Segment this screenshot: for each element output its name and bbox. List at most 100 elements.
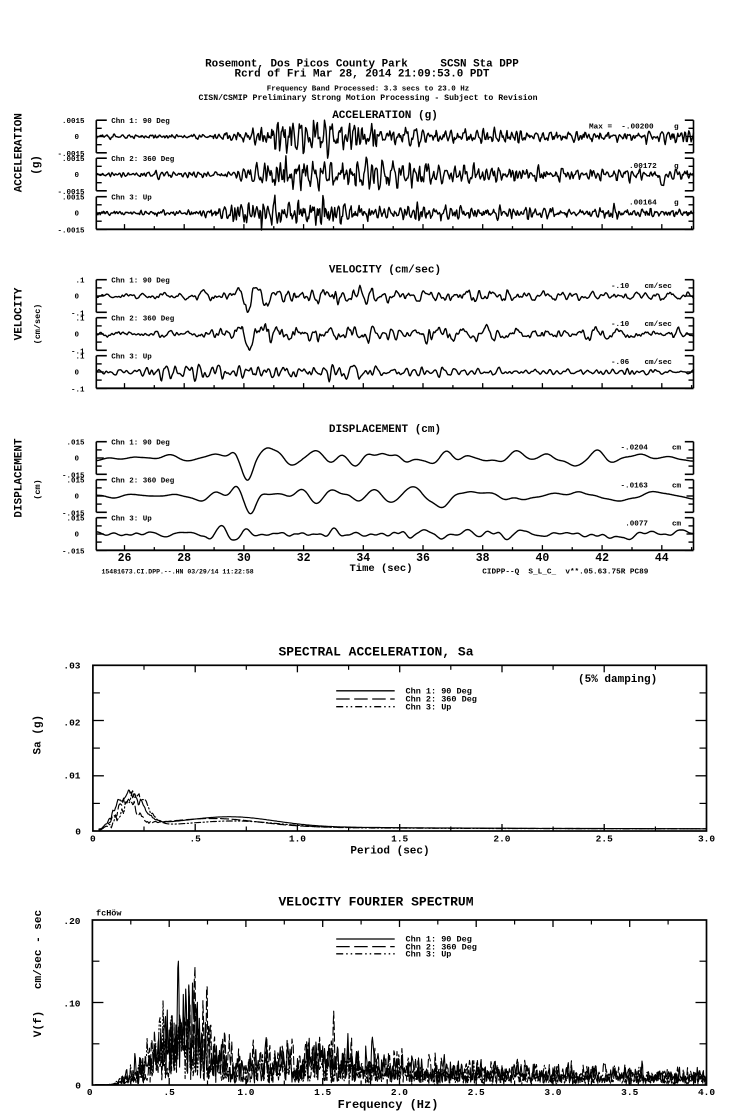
svg-text:.5: .5 <box>189 834 201 845</box>
svg-text:Chn 3: Up: Chn 3: Up <box>111 516 152 524</box>
svg-text:4.0: 4.0 <box>698 1087 715 1098</box>
svg-text:cm: cm <box>672 521 682 529</box>
svg-text:0: 0 <box>74 172 79 180</box>
svg-text:30: 30 <box>237 552 251 565</box>
svg-text:g: g <box>674 200 679 208</box>
svg-text:0: 0 <box>87 1087 93 1098</box>
svg-text:1.0: 1.0 <box>289 834 306 845</box>
svg-text:DISPLACEMENT (cm): DISPLACEMENT (cm) <box>329 424 441 436</box>
svg-text:Chn 1: 90 Deg: Chn 1: 90 Deg <box>111 118 170 126</box>
svg-text:0: 0 <box>74 370 79 378</box>
svg-text:Chn 2: 360 Deg: Chn 2: 360 Deg <box>111 478 175 486</box>
svg-text:VELOCITY (cm/sec): VELOCITY (cm/sec) <box>329 265 441 277</box>
svg-text:Frequency (Hz): Frequency (Hz) <box>338 1098 439 1112</box>
svg-text:2.0: 2.0 <box>493 834 510 845</box>
svg-text:-.0015: -.0015 <box>57 189 85 197</box>
svg-text:cm: cm <box>672 445 682 453</box>
svg-text:-.0015: -.0015 <box>57 227 85 235</box>
svg-text:.5: .5 <box>163 1087 175 1098</box>
svg-text:(g): (g) <box>31 155 43 175</box>
svg-text:0: 0 <box>74 494 79 502</box>
svg-text:-.015: -.015 <box>62 510 85 518</box>
svg-text:(5% damping): (5% damping) <box>578 674 657 686</box>
svg-text:-.06: -.06 <box>611 359 630 367</box>
svg-text:3.5: 3.5 <box>621 1087 638 1098</box>
svg-text:ACCELERATION (g): ACCELERATION (g) <box>332 110 438 122</box>
svg-text:Rcrd of Fri Mar 28, 2014 21:09: Rcrd of Fri Mar 28, 2014 21:09:53.0 PDT <box>235 69 490 81</box>
svg-text:0: 0 <box>75 1081 81 1092</box>
svg-text:CISN/CSMIP Preliminary Strong: CISN/CSMIP Preliminary Strong Motion Pro… <box>198 93 537 103</box>
svg-text:DISPLACEMENT: DISPLACEMENT <box>14 438 26 518</box>
svg-text:1.0: 1.0 <box>237 1087 254 1098</box>
svg-text:Period (sec): Period (sec) <box>350 846 429 858</box>
svg-text:.0015: .0015 <box>62 118 85 126</box>
svg-text:.20: .20 <box>63 916 80 927</box>
svg-text:cm/sec - sec: cm/sec - sec <box>33 910 45 989</box>
svg-text:VELOCITY: VELOCITY <box>14 287 26 340</box>
svg-text:3.0: 3.0 <box>544 1087 561 1098</box>
svg-text:ACCELERATION: ACCELERATION <box>14 113 26 192</box>
svg-text:cm/sec: cm/sec <box>645 283 673 291</box>
svg-text:-.1: -.1 <box>71 348 85 356</box>
svg-text:0: 0 <box>74 532 79 540</box>
svg-text:VELOCITY FOURIER SPECTRUM: VELOCITY FOURIER SPECTRUM <box>278 895 473 910</box>
svg-text:-.1: -.1 <box>71 386 85 394</box>
svg-text:fcHöw: fcHöw <box>96 909 122 919</box>
svg-text:CIDPP--Q S_L_C_ v**.05.63.75: CIDPP--Q S_L_C_ v**.05.63.75R PC89 <box>482 569 648 577</box>
svg-text:.03: .03 <box>63 660 80 671</box>
svg-text:(cm): (cm) <box>33 479 43 499</box>
svg-text:Rosemont, Dos Picos County Par: Rosemont, Dos Picos County Park SCSN Sta… <box>205 59 519 71</box>
svg-text:SPECTRAL ACCELERATION, Sa: SPECTRAL ACCELERATION, Sa <box>278 645 473 660</box>
svg-text:.1: .1 <box>75 354 85 362</box>
svg-text:26: 26 <box>118 552 132 565</box>
svg-text:0: 0 <box>90 834 96 845</box>
svg-text:Sa (g): Sa (g) <box>33 715 45 755</box>
svg-text:.00172: .00172 <box>629 163 657 171</box>
svg-text:Frequency Band Processed: 3.3: Frequency Band Processed: 3.3 secs to 23… <box>267 85 470 93</box>
svg-text:2.0: 2.0 <box>391 1087 408 1098</box>
svg-text:2.5: 2.5 <box>596 834 613 845</box>
svg-text:0: 0 <box>74 456 79 464</box>
svg-text:-.0204: -.0204 <box>621 445 649 453</box>
svg-text:-.015: -.015 <box>62 472 85 480</box>
svg-text:15481673.CI.DPP.--.HN 03/29/14: 15481673.CI.DPP.--.HN 03/29/14 11:22:58 <box>102 569 254 576</box>
svg-text:-.0015: -.0015 <box>57 151 85 159</box>
svg-text:Time (sec): Time (sec) <box>349 563 412 575</box>
svg-text:34: 34 <box>356 552 370 565</box>
svg-text:1.5: 1.5 <box>391 834 408 845</box>
svg-text:3.0: 3.0 <box>698 834 715 845</box>
svg-text:1.5: 1.5 <box>314 1087 331 1098</box>
svg-text:.1: .1 <box>75 278 85 286</box>
svg-text:.02: .02 <box>63 717 80 728</box>
svg-text:Chn 2: 360 Deg: Chn 2: 360 Deg <box>111 156 175 164</box>
svg-text:-.10: -.10 <box>611 321 630 329</box>
svg-text:cm: cm <box>672 483 682 491</box>
svg-text:.0015: .0015 <box>62 195 85 203</box>
svg-text:Chn 2: 360 Deg: Chn 2: 360 Deg <box>406 695 477 705</box>
svg-text:0: 0 <box>74 211 79 219</box>
svg-text:Chn 3: Up: Chn 3: Up <box>111 195 152 203</box>
svg-text:Max = -.00200: Max = -.00200 <box>589 124 654 132</box>
svg-text:.10: .10 <box>63 999 80 1010</box>
svg-text:28: 28 <box>177 552 191 565</box>
svg-text:Chn 3: Up: Chn 3: Up <box>406 950 452 960</box>
svg-text:cm/sec: cm/sec <box>645 321 673 329</box>
svg-text:Chn 3: Up: Chn 3: Up <box>406 702 452 712</box>
svg-text:.00164: .00164 <box>629 200 657 208</box>
svg-text:0: 0 <box>75 827 81 838</box>
svg-text:42: 42 <box>595 552 609 565</box>
svg-text:-.015: -.015 <box>62 548 85 556</box>
svg-text:.0015: .0015 <box>62 156 85 164</box>
svg-text:-.0163: -.0163 <box>621 483 649 491</box>
svg-text:0: 0 <box>74 294 79 302</box>
svg-text:Chn 1: 90 Deg: Chn 1: 90 Deg <box>406 935 472 945</box>
svg-text:Chn 2: 360 Deg: Chn 2: 360 Deg <box>111 316 175 324</box>
svg-text:Chn 2: 360 Deg: Chn 2: 360 Deg <box>406 942 477 952</box>
svg-text:Chn 1: 90 Deg: Chn 1: 90 Deg <box>111 440 170 448</box>
svg-text:44: 44 <box>655 552 669 565</box>
svg-text:V(f): V(f) <box>33 1011 45 1037</box>
svg-text:.015: .015 <box>66 440 85 448</box>
svg-text:0: 0 <box>74 134 79 142</box>
svg-text:cm/sec: cm/sec <box>645 359 673 367</box>
svg-text:40: 40 <box>535 552 549 565</box>
